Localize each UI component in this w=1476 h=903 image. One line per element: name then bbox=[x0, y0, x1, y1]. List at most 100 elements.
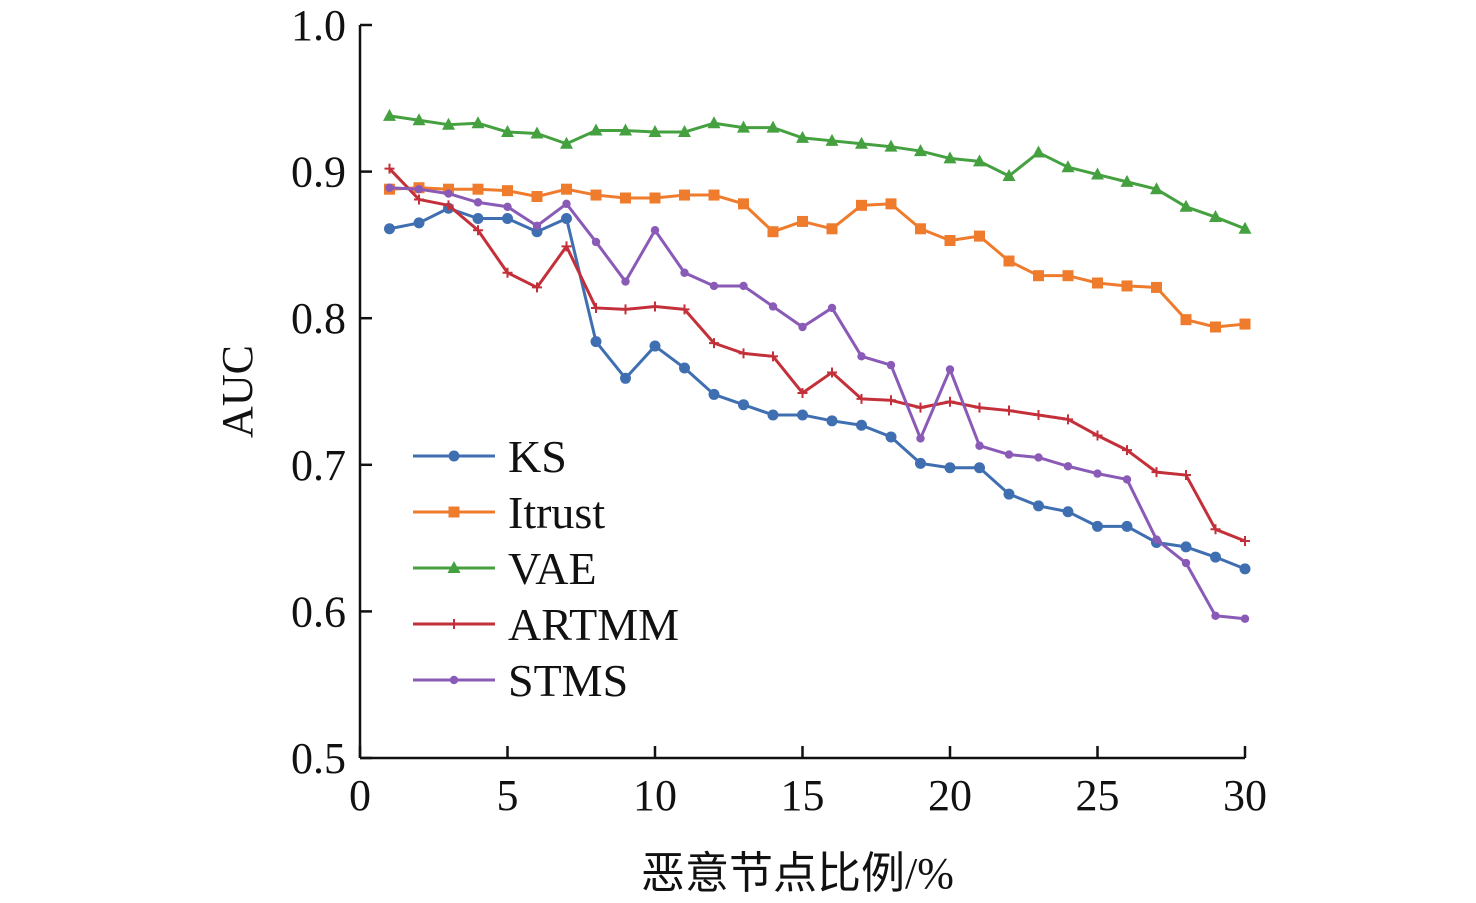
legend-item-itrust: Itrust bbox=[413, 487, 605, 538]
y-axis-title: AUC bbox=[213, 345, 262, 438]
series-ks-point bbox=[1062, 506, 1074, 518]
series-itrust-point bbox=[1121, 280, 1133, 292]
series-artmm-point bbox=[502, 267, 513, 278]
series-stms-point bbox=[503, 202, 512, 211]
series-stms bbox=[385, 183, 1250, 623]
x-tick-label: 10 bbox=[633, 771, 677, 820]
series-itrust bbox=[384, 182, 1251, 333]
series-ks-point bbox=[679, 362, 690, 374]
series-itrust-point bbox=[531, 191, 543, 203]
x-tick-label: 25 bbox=[1076, 771, 1120, 820]
series-vae-point bbox=[501, 125, 514, 138]
series-ks-point bbox=[472, 213, 484, 225]
series-vae-point bbox=[914, 144, 927, 157]
series-artmm-point bbox=[1240, 536, 1250, 547]
legend-marker-artmm bbox=[449, 619, 459, 629]
series-artmm-point bbox=[768, 351, 778, 362]
series-artmm-point bbox=[1181, 470, 1191, 481]
series-vae-point bbox=[560, 136, 573, 149]
y-tick-label: 1.0 bbox=[291, 1, 346, 50]
series-artmm-point bbox=[561, 241, 572, 252]
series-stms-point bbox=[562, 199, 571, 209]
series-stms-point bbox=[444, 189, 453, 198]
series-ks-point bbox=[915, 457, 926, 469]
series-artmm-point bbox=[532, 282, 542, 293]
legend-label-vae: VAE bbox=[508, 543, 597, 594]
series-artmm-point bbox=[974, 402, 985, 413]
series-vae-point bbox=[1061, 160, 1075, 173]
series-artmm-point bbox=[443, 200, 454, 211]
series-artmm-point bbox=[591, 302, 601, 313]
series-vae-point bbox=[442, 117, 455, 130]
series-artmm-point bbox=[1210, 524, 1221, 535]
series-stms-point bbox=[414, 184, 424, 194]
series-stms-point bbox=[827, 303, 837, 313]
legend-marker-vae bbox=[447, 561, 461, 573]
series-vae-point bbox=[1120, 174, 1134, 187]
series-stms-point bbox=[975, 441, 984, 450]
series-ks-point bbox=[1003, 488, 1015, 500]
series-artmm-point bbox=[384, 163, 395, 174]
series-ks-point bbox=[590, 336, 602, 348]
legend-item-artmm: ARTMM bbox=[413, 599, 679, 650]
series-artmm-point bbox=[650, 301, 660, 312]
series-ks-point bbox=[413, 217, 425, 229]
legend-marker-stms bbox=[449, 675, 459, 685]
series-itrust-point bbox=[708, 189, 720, 201]
series-vae-point bbox=[884, 139, 898, 152]
series-itrust-point bbox=[679, 189, 690, 201]
legend-label-stms: STMS bbox=[508, 655, 628, 706]
series-itrust-point bbox=[856, 199, 867, 211]
series-stms-point bbox=[532, 221, 542, 231]
series-stms-point bbox=[945, 365, 955, 374]
series-vae-point bbox=[1150, 182, 1163, 195]
series-vae-point bbox=[619, 123, 632, 136]
series-vae-point bbox=[648, 125, 662, 138]
series-vae bbox=[383, 108, 1252, 234]
series-stms-point bbox=[1004, 450, 1014, 459]
series-artmm-point bbox=[945, 396, 955, 407]
y-tick-label: 0.9 bbox=[291, 148, 346, 197]
series-ks bbox=[384, 202, 1251, 575]
series-itrust-point bbox=[974, 230, 985, 242]
series-vae-point bbox=[973, 154, 986, 167]
series-itrust-point bbox=[826, 223, 838, 235]
axes: 0.5 0.6 0.7 0.8 0.9 1.0 0 5 10 15 20 25 30 bbox=[291, 1, 1267, 820]
series-artmm-point bbox=[1063, 414, 1073, 425]
series-ks-point bbox=[826, 415, 838, 427]
series-stms-point bbox=[916, 434, 925, 443]
series-vae-point bbox=[796, 130, 809, 143]
series-stms-point bbox=[621, 277, 630, 286]
series-stms-point bbox=[473, 198, 483, 207]
series-itrust-point bbox=[1062, 270, 1074, 282]
legend-label-artmm: ARTMM bbox=[508, 599, 679, 650]
series-stms-point bbox=[798, 322, 807, 332]
x-tick-label: 20 bbox=[928, 771, 972, 820]
series-itrust-point bbox=[1180, 314, 1192, 326]
legend-marker-ks bbox=[448, 450, 460, 462]
legend-marker-itrust bbox=[448, 506, 460, 518]
legend-item-stms: STMS bbox=[413, 655, 628, 706]
series-itrust-point bbox=[472, 183, 484, 195]
series-vae-point bbox=[737, 120, 750, 133]
series-vae-line bbox=[389, 114, 1246, 231]
series-stms-point bbox=[1240, 614, 1250, 623]
series-artmm-point bbox=[709, 338, 719, 349]
series-vae-point bbox=[1179, 199, 1193, 212]
series-artmm-point bbox=[414, 194, 424, 205]
series-vae-point bbox=[855, 136, 868, 149]
series-ks-point bbox=[708, 388, 720, 400]
series-ks-point bbox=[1180, 541, 1192, 553]
series-ks-point bbox=[561, 213, 572, 225]
series-ks-point bbox=[856, 419, 867, 431]
series-itrust-point bbox=[797, 215, 808, 227]
x-tick-label: 15 bbox=[781, 771, 825, 820]
series-vae-point bbox=[678, 125, 691, 138]
series-itrust-point bbox=[885, 198, 897, 210]
series-vae-point bbox=[383, 108, 396, 121]
series-stms-point bbox=[886, 360, 896, 370]
series-ks-point bbox=[620, 372, 631, 384]
series-artmm-point bbox=[886, 395, 896, 406]
series-stms-line bbox=[389, 186, 1246, 621]
